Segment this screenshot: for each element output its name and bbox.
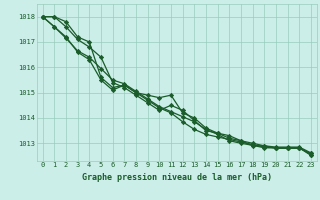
X-axis label: Graphe pression niveau de la mer (hPa): Graphe pression niveau de la mer (hPa) (82, 173, 272, 182)
